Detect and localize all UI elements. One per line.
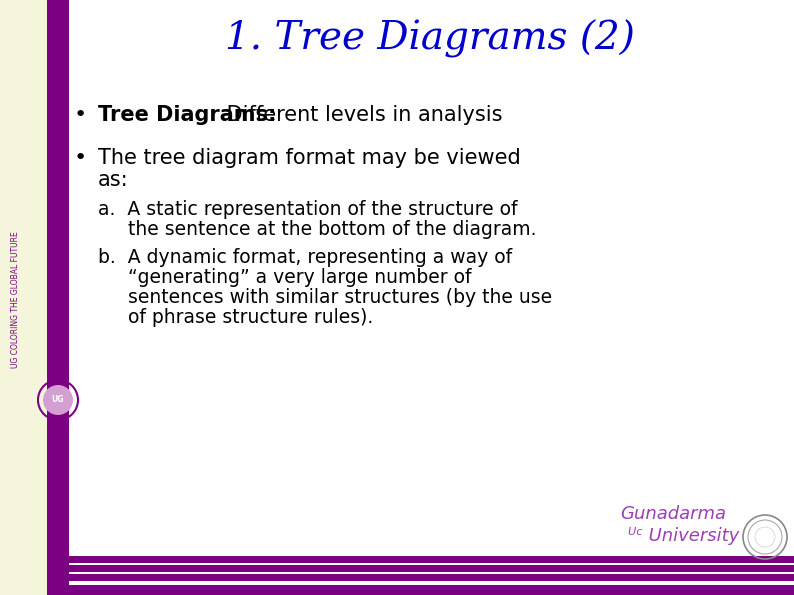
Bar (69, 556, 794, 563)
Text: a.  A static representation of the structure of: a. A static representation of the struct… (98, 200, 518, 219)
Text: Different levels in analysis: Different levels in analysis (220, 105, 503, 125)
Text: Tree Diagrams:: Tree Diagrams: (98, 105, 276, 125)
Text: as:: as: (98, 170, 129, 190)
Text: •: • (73, 148, 87, 168)
Bar (69, 585, 794, 595)
Text: “generating” a very large number of: “generating” a very large number of (98, 268, 472, 287)
Bar (0, 0, 47, 595)
Text: Gunadarma: Gunadarma (620, 505, 726, 523)
Bar (69, 574, 794, 581)
Bar (47, 0, 69, 595)
Text: UG COLORING THE GLOBAL FUTURE: UG COLORING THE GLOBAL FUTURE (11, 231, 21, 368)
Text: UG: UG (52, 396, 64, 405)
Circle shape (43, 385, 73, 415)
Text: the sentence at the bottom of the diagram.: the sentence at the bottom of the diagra… (98, 220, 537, 239)
Text: The tree diagram format may be viewed: The tree diagram format may be viewed (98, 148, 521, 168)
Text: sentences with similar structures (by the use: sentences with similar structures (by th… (98, 288, 552, 307)
Text: 1. Tree Diagrams (2): 1. Tree Diagrams (2) (225, 20, 635, 58)
Text: b.  A dynamic format, representing a way of: b. A dynamic format, representing a way … (98, 248, 512, 267)
Bar (69, 565, 794, 572)
Text: ᵁᶜ University: ᵁᶜ University (628, 527, 739, 545)
Text: •: • (73, 105, 87, 125)
Text: of phrase structure rules).: of phrase structure rules). (98, 308, 373, 327)
